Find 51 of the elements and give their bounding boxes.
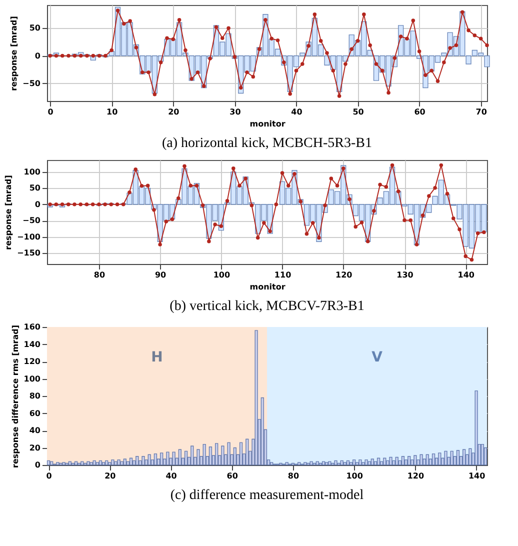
y-tick-label: 120 xyxy=(24,357,41,366)
y-tick-label: −50 xyxy=(22,78,41,88)
x-tick-label: 50 xyxy=(352,108,364,116)
x-tick-label: 40 xyxy=(166,472,178,480)
x-tick-label: 100 xyxy=(346,472,364,480)
y-tick-label: 0 xyxy=(34,200,41,209)
text: (b) vertical kick, MCBCV-7R3-B1 xyxy=(170,299,364,314)
x-tick-label: 120 xyxy=(336,270,353,280)
y-tick-label: 140 xyxy=(24,340,41,349)
x-tick-label: 100 xyxy=(213,270,230,280)
x-tick-label: 10 xyxy=(106,108,118,116)
x-tick-label: 0 xyxy=(46,472,52,480)
y-tick-label: −100 xyxy=(17,232,41,242)
x-tick-label: 120 xyxy=(407,472,424,480)
y-axis-title: response [mrad] xyxy=(10,16,19,91)
x-tick-label: 140 xyxy=(458,270,475,280)
y-axis-title: response difference rms [mrad] xyxy=(10,325,20,468)
y-tick-label: 80 xyxy=(29,392,41,400)
x-tick-label: 60 xyxy=(414,108,426,116)
y-tick-label: 160 xyxy=(24,322,41,332)
x-tick-label: 30 xyxy=(230,108,242,116)
y-tick-label: 100 xyxy=(24,374,41,384)
y-tick-label: 20 xyxy=(29,443,41,452)
x-axis-title: monitor xyxy=(250,120,286,128)
text: (a) horizontal kick, MCBCH-5R3-B1 xyxy=(162,136,372,151)
x-tick-label: 60 xyxy=(226,472,238,480)
band-label: V xyxy=(372,349,383,366)
x-tick-label: 80 xyxy=(288,472,300,480)
y-tick-label: 0 xyxy=(34,51,41,60)
y-tick-label: 0 xyxy=(34,460,41,470)
x-axis-title: monitor xyxy=(250,282,286,292)
x-tick-label: 80 xyxy=(94,270,106,280)
x-tick-label: 90 xyxy=(154,270,167,280)
y-tick-label: 50 xyxy=(29,184,41,193)
x-tick-label: 140 xyxy=(468,472,486,480)
y-axis-title: response [mrad] xyxy=(4,175,14,250)
band-label: H xyxy=(151,349,163,366)
x-tick-label: 40 xyxy=(291,108,303,116)
x-tick-label: 110 xyxy=(274,270,292,280)
y-tick-label: −150 xyxy=(17,248,41,258)
x-tick-label: 0 xyxy=(48,108,54,116)
text: (c) difference measurement-model xyxy=(170,488,364,503)
y-tick-label: 50 xyxy=(29,24,41,33)
y-tick-label: 40 xyxy=(29,426,41,435)
y-tick-label: 60 xyxy=(29,408,41,418)
x-tick-label: 20 xyxy=(168,108,180,116)
y-tick-label: −50 xyxy=(22,216,41,226)
y-tick-label: 100 xyxy=(24,167,41,176)
x-tick-label: 20 xyxy=(104,472,116,480)
x-tick-label: 70 xyxy=(476,108,488,116)
x-tick-label: 130 xyxy=(396,270,414,280)
